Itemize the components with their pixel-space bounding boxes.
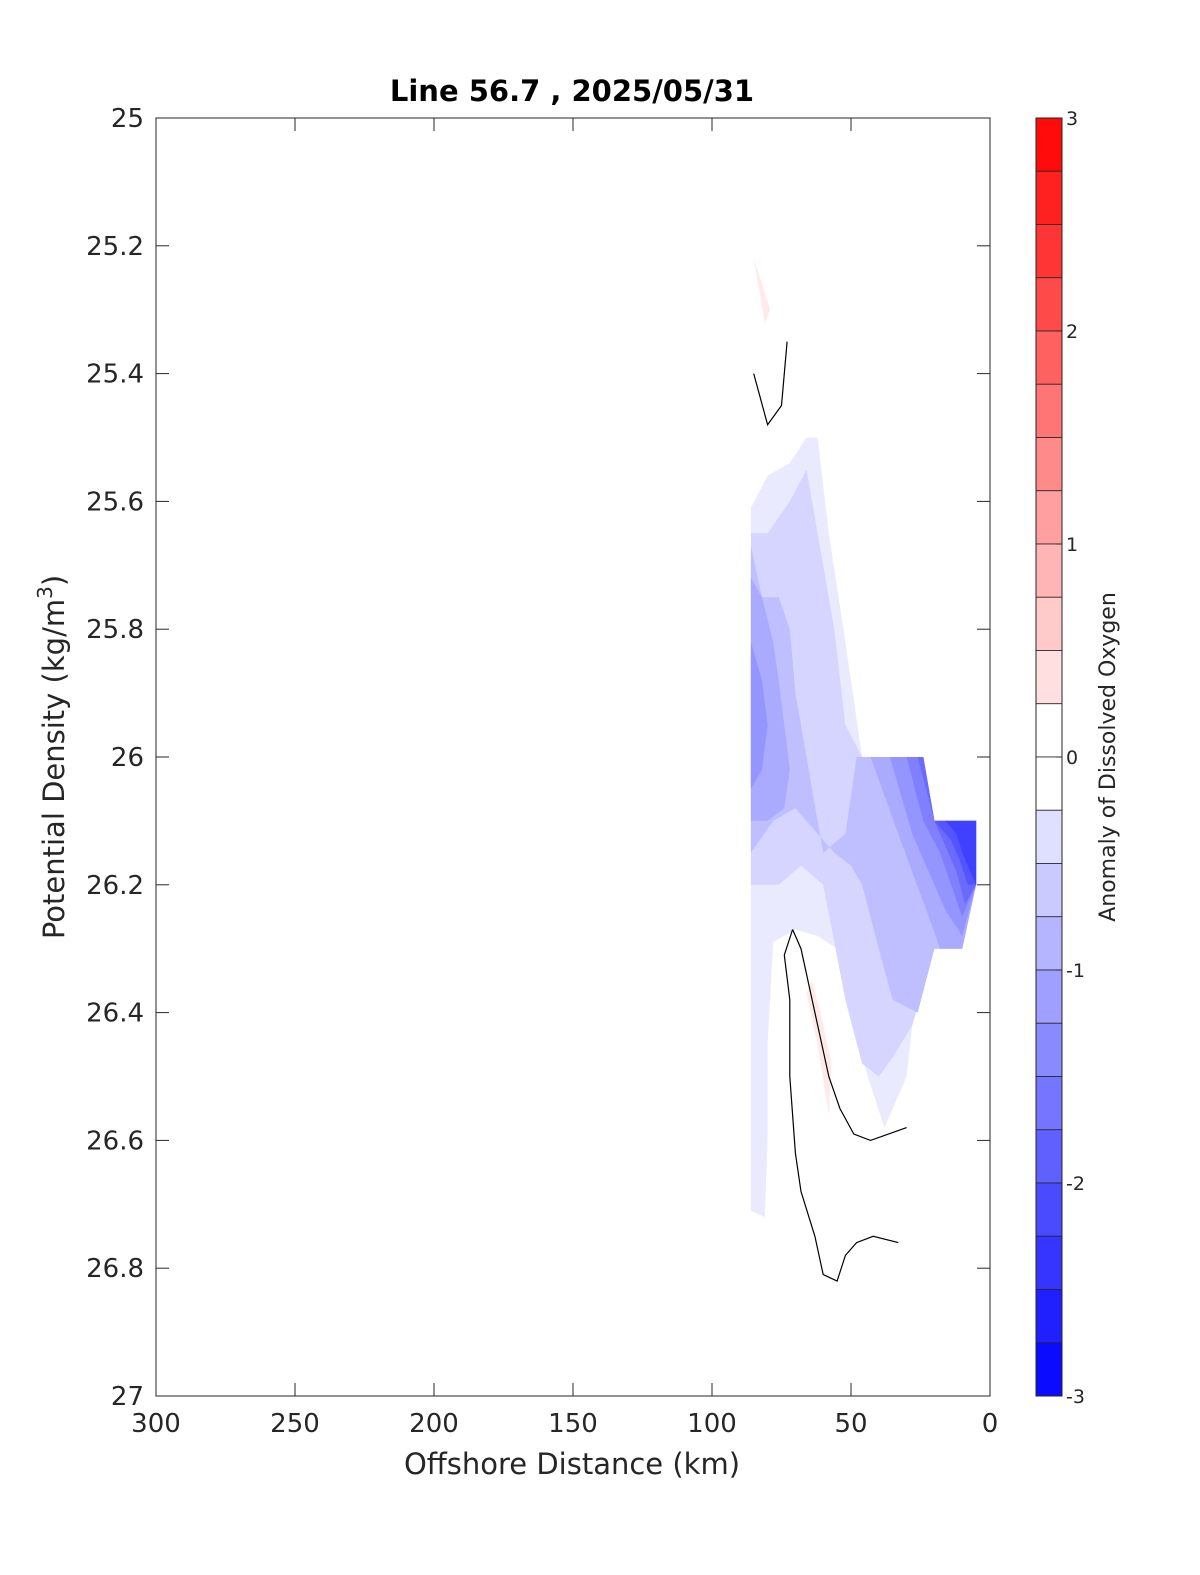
x-tick-label: 50 [834,1409,867,1439]
colorbar-segment [1035,809,1063,864]
colorbar-title: Anomaly of Dissolved Oxygen [1096,592,1121,922]
axis-ticks: 300 250 200 150 100 50 0 25 25.2 25.4 25.6 25.8 26 26… [86,104,998,1439]
colorbar-tick-label: -1 [1066,960,1085,982]
colorbar-segment [1035,383,1063,438]
colorbar: 3 2 1 0 -1 -2 -3 [1035,108,1085,1408]
zero-contour-line-1 [783,929,899,1282]
y-tick-label: 25.2 [86,232,144,262]
colorbar-segment [1035,756,1063,811]
y-tick-label: 26.2 [86,871,144,901]
colorbar-tick-label: -3 [1066,1386,1085,1408]
colorbar-segment [1035,916,1063,971]
y-tick-label: 27 [111,1382,144,1412]
x-tick-label: 200 [409,1409,459,1439]
y-axis-title: Potential Density (kg/m3) [33,575,71,939]
colorbar-segment [1035,1289,1063,1344]
colorbar-tick-label: 3 [1066,108,1078,130]
colorbar-segment [1035,117,1063,172]
colorbar-segment [1035,1076,1063,1131]
filled-contours [750,258,977,1218]
y-tick-label: 26.4 [86,999,144,1029]
colorbar-segment [1035,1342,1063,1397]
colorbar-segment [1035,650,1063,705]
x-tick-label: 100 [687,1409,737,1439]
colorbar-tick-label: 2 [1066,321,1078,343]
colorbar-segment [1035,277,1063,332]
colorbar-segment [1035,1129,1063,1184]
colorbar-segment [1035,224,1063,279]
y-tick-label: 26.6 [86,1126,144,1156]
colorbar-tick-label: -2 [1066,1173,1085,1195]
colorbar-segment [1035,863,1063,918]
zero-contour-lines [753,341,907,1282]
y-tick-label: 25.4 [86,360,144,390]
x-tick-label: 300 [131,1409,181,1439]
colorbar-segment [1035,170,1063,225]
colorbar-segment [1035,330,1063,385]
y-tick-label: 26 [111,743,144,773]
y-tick-label: 25.6 [86,487,144,517]
chart-title: Line 56.7 , 2025/05/31 [390,74,754,108]
colorbar-segment [1035,596,1063,651]
colorbar-segment [1035,969,1063,1024]
colorbar-segment [1035,1022,1063,1077]
contour-fill-2 [750,546,977,1013]
x-tick-label: 250 [270,1409,320,1439]
colorbar-segment [1035,490,1063,545]
contour-fill-12 [806,980,832,1115]
x-axis-title: Offshore Distance (km) [404,1447,740,1481]
colorbar-segment [1035,543,1063,598]
y-tick-label: 25 [111,104,144,134]
zero-contour-line-2 [792,929,907,1142]
y-tick-label: 25.8 [86,615,144,645]
contour-fill-5 [750,642,768,789]
colorbar-segment [1035,1235,1063,1290]
colorbar-segment [1035,703,1063,758]
colorbar-segment [1035,437,1063,492]
colorbar-tick-label: 0 [1066,747,1078,769]
plot-area: 300 250 200 150 100 50 0 25 25.2 25.4 25.6 25.8 26 26… [86,104,998,1439]
y-tick-label: 26.8 [86,1254,144,1284]
colorbar-segment [1035,1182,1063,1237]
contour-fill-11 [753,258,771,323]
colorbar-tick-label: 1 [1066,534,1078,556]
contour-fill-10 [945,820,977,885]
x-tick-label: 150 [548,1409,598,1439]
zero-contour-line-0 [753,341,788,427]
x-tick-label: 0 [982,1409,999,1439]
